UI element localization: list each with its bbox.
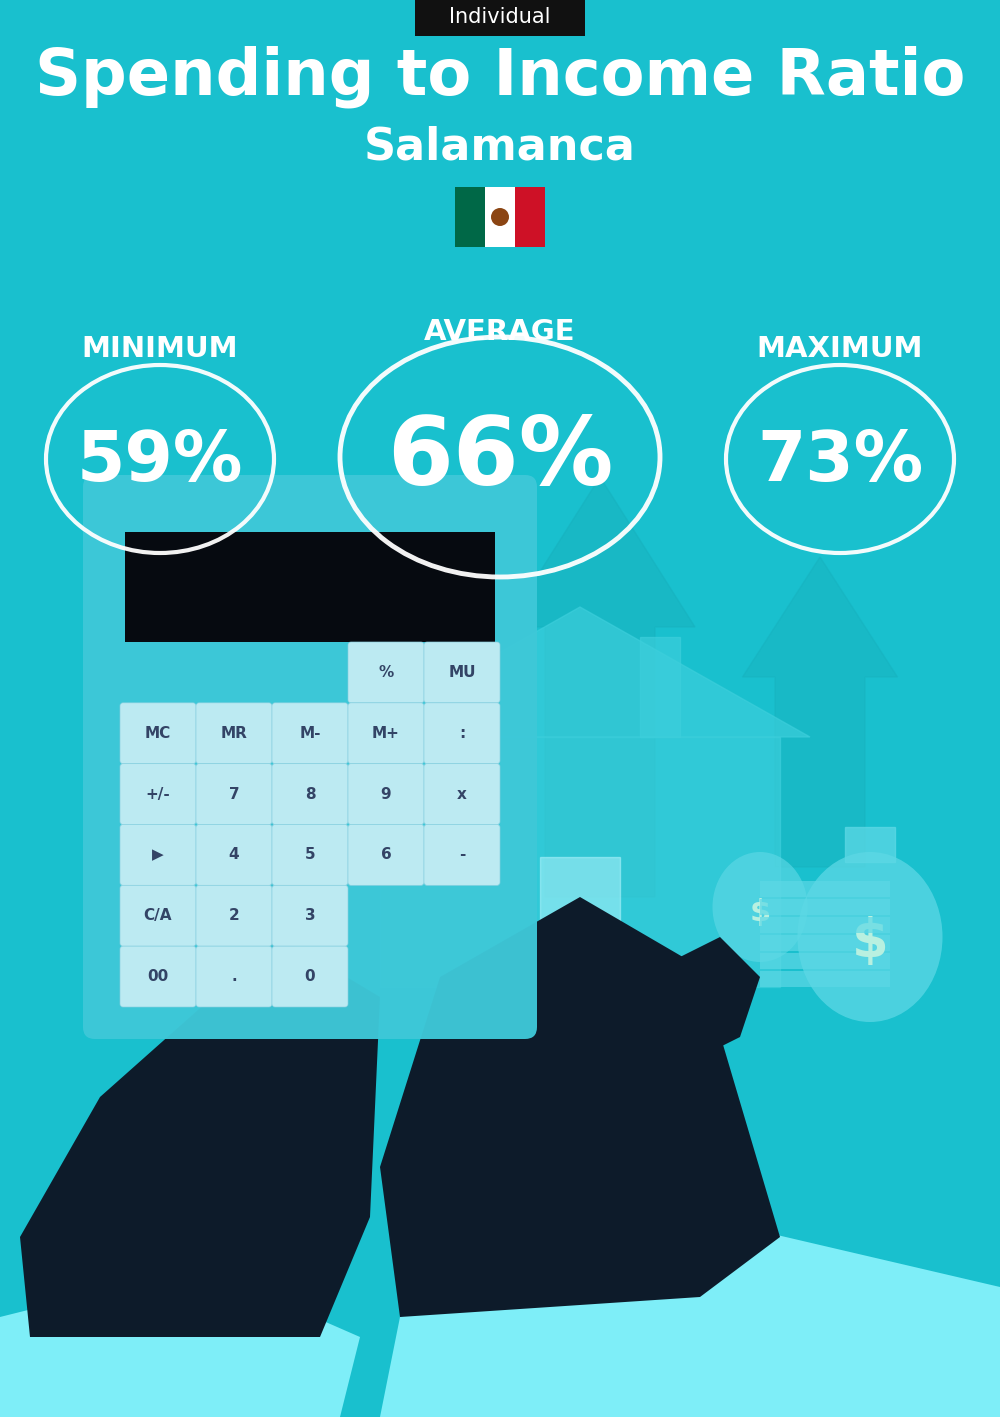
FancyBboxPatch shape [120, 703, 196, 764]
Polygon shape [0, 1267, 360, 1417]
FancyBboxPatch shape [196, 886, 272, 947]
Bar [760, 898, 890, 915]
Text: $: $ [852, 915, 888, 968]
FancyBboxPatch shape [120, 886, 196, 947]
Text: 9: 9 [381, 786, 391, 802]
Text: 5: 5 [305, 847, 315, 863]
Text: Individual: Individual [449, 7, 551, 27]
FancyBboxPatch shape [196, 825, 272, 886]
Bar [455, 187, 485, 247]
Bar [760, 917, 890, 932]
Text: 8: 8 [305, 786, 315, 802]
FancyBboxPatch shape [348, 764, 424, 825]
Polygon shape [845, 828, 895, 862]
Ellipse shape [712, 852, 808, 962]
Text: +/-: +/- [146, 786, 170, 802]
Bar [760, 935, 890, 951]
Text: 6: 6 [381, 847, 391, 863]
FancyBboxPatch shape [424, 825, 500, 886]
Bar [760, 881, 890, 897]
Text: .: . [231, 969, 237, 983]
FancyBboxPatch shape [424, 764, 500, 825]
Text: 66%: 66% [387, 412, 613, 504]
Text: MAXIMUM: MAXIMUM [757, 334, 923, 363]
Text: 3: 3 [305, 908, 315, 924]
Polygon shape [200, 777, 340, 937]
Text: Salamanca: Salamanca [364, 126, 636, 169]
Polygon shape [742, 557, 898, 867]
Polygon shape [380, 737, 780, 988]
FancyBboxPatch shape [120, 947, 196, 1007]
Text: :: : [459, 726, 465, 741]
Text: MINIMUM: MINIMUM [82, 334, 238, 363]
Text: %: % [378, 665, 394, 680]
Bar [760, 971, 890, 988]
Text: 0: 0 [305, 969, 315, 983]
FancyBboxPatch shape [272, 947, 348, 1007]
Ellipse shape [798, 852, 942, 1022]
Polygon shape [540, 857, 620, 988]
Text: $: $ [749, 897, 771, 927]
Polygon shape [20, 937, 380, 1338]
FancyBboxPatch shape [120, 764, 196, 825]
Text: AVERAGE: AVERAGE [424, 317, 576, 346]
Bar [485, 187, 515, 247]
FancyBboxPatch shape [424, 703, 500, 764]
FancyBboxPatch shape [272, 886, 348, 947]
FancyBboxPatch shape [348, 703, 424, 764]
Polygon shape [505, 478, 695, 897]
Text: M+: M+ [372, 726, 400, 741]
Bar [515, 187, 545, 247]
Text: 2: 2 [229, 908, 239, 924]
FancyBboxPatch shape [424, 642, 500, 703]
FancyBboxPatch shape [83, 475, 537, 1039]
Polygon shape [380, 897, 780, 1316]
FancyBboxPatch shape [348, 825, 424, 886]
FancyBboxPatch shape [196, 764, 272, 825]
Text: MC: MC [145, 726, 171, 741]
Text: M-: M- [299, 726, 321, 741]
FancyBboxPatch shape [196, 947, 272, 1007]
Circle shape [491, 208, 509, 225]
Polygon shape [380, 1217, 1000, 1417]
Polygon shape [350, 606, 810, 737]
Text: 00: 00 [147, 969, 169, 983]
Text: 4: 4 [229, 847, 239, 863]
FancyBboxPatch shape [272, 703, 348, 764]
FancyBboxPatch shape [120, 825, 196, 886]
FancyBboxPatch shape [272, 825, 348, 886]
Polygon shape [640, 638, 680, 737]
Text: -: - [459, 847, 465, 863]
Polygon shape [630, 937, 760, 1067]
Text: 59%: 59% [77, 428, 243, 495]
FancyBboxPatch shape [348, 642, 424, 703]
Polygon shape [210, 497, 410, 837]
Text: MU: MU [448, 665, 476, 680]
Text: Spending to Income Ratio: Spending to Income Ratio [35, 45, 965, 108]
Text: MR: MR [221, 726, 247, 741]
Text: x: x [457, 786, 467, 802]
Text: 7: 7 [229, 786, 239, 802]
FancyBboxPatch shape [196, 703, 272, 764]
Text: 73%: 73% [757, 428, 923, 495]
Text: ▶: ▶ [152, 847, 164, 863]
Bar [760, 954, 890, 969]
FancyBboxPatch shape [125, 531, 495, 642]
FancyBboxPatch shape [415, 0, 585, 35]
Text: C/A: C/A [144, 908, 172, 924]
FancyBboxPatch shape [272, 764, 348, 825]
